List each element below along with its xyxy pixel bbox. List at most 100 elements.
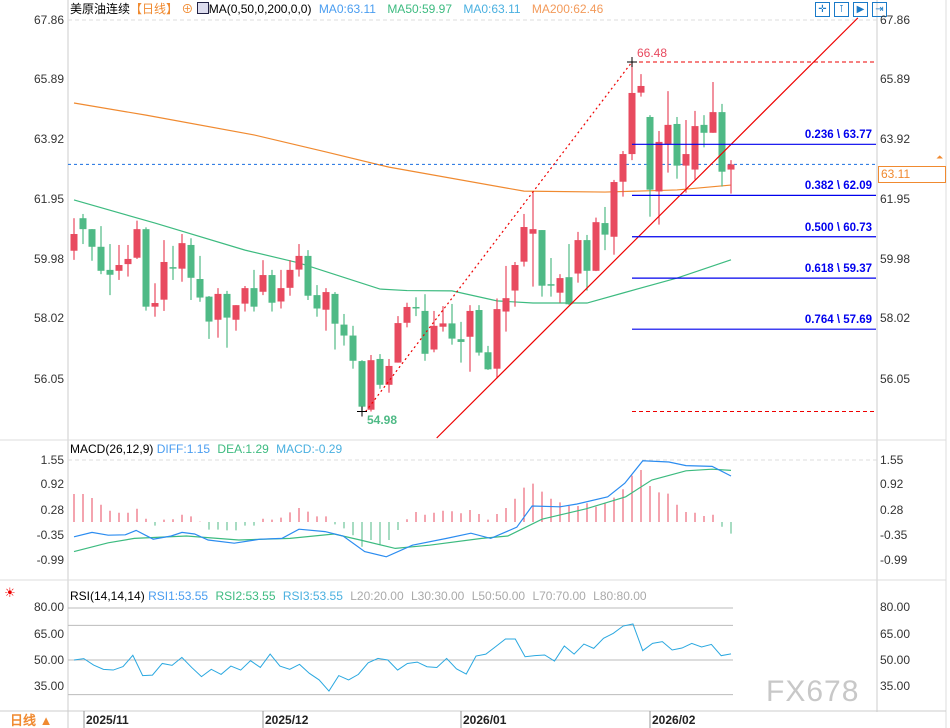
candle-up <box>709 112 717 133</box>
ma50-line <box>73 199 732 304</box>
price-axis-label-right: 67.86 <box>880 13 911 27</box>
candle-down <box>358 361 366 407</box>
rsi-title[interactable]: RSI(14,14,14) <box>70 589 145 603</box>
candle-up <box>574 240 582 274</box>
rsi-axis-label-right: 50.00 <box>880 653 911 667</box>
candle-up <box>70 234 78 251</box>
move-right-icon[interactable]: ⇥ <box>872 2 887 17</box>
candle-down <box>457 339 465 342</box>
candle-down <box>583 240 591 271</box>
crosshair-icon[interactable]: ✛ <box>815 2 830 17</box>
indicator-icon[interactable] <box>196 2 209 14</box>
rsi1-value: RSI1:53.55 <box>148 589 209 603</box>
candle-down <box>547 284 555 286</box>
macd-axis-label-right: 0.28 <box>880 503 904 517</box>
ma200-line <box>73 102 732 193</box>
rsi-l20: L20:20.00 <box>350 589 404 603</box>
macd-axis-label-left: -0.99 <box>36 553 64 567</box>
candle-up <box>367 360 375 410</box>
candle-up <box>556 278 564 293</box>
candle-up <box>259 275 267 292</box>
fib-level-label: 0.236 \ 63.77 <box>804 129 872 142</box>
rsi-axis-label-left: 65.00 <box>33 627 64 641</box>
price-alert-icon[interactable]: ⏶ <box>936 152 944 162</box>
macd-title[interactable]: MACD(26,12,9) <box>70 442 154 456</box>
rsi-axis-label-left: 50.00 <box>33 653 64 667</box>
price-axis-label-left: 65.89 <box>33 72 64 86</box>
ma-indicator[interactable]: MA(0,50,0,200,0,0) <box>208 2 312 16</box>
price-axis-label-left: 59.98 <box>33 252 64 266</box>
macd-diff: DIFF:1.15 <box>156 442 211 456</box>
candle-down <box>646 116 654 190</box>
price-axis-label-right: 58.02 <box>880 311 911 325</box>
ma200-value: MA200:62.46 <box>531 2 604 16</box>
candle-down <box>412 306 420 309</box>
candle-up <box>439 323 447 327</box>
settings-icon[interactable]: ⊕ <box>181 2 194 16</box>
candle-up <box>466 310 474 337</box>
candle-down <box>142 229 150 307</box>
candle-down <box>79 218 87 230</box>
rsi-axis-label-left: 35.00 <box>33 679 64 693</box>
rsi2-value: RSI2:53.55 <box>215 589 276 603</box>
rsi-settings-icon[interactable]: ☀ <box>4 585 16 600</box>
watermark-logo: FX678 <box>766 675 860 708</box>
candle-down <box>376 358 384 385</box>
candle-down <box>421 310 429 354</box>
candle-down <box>196 279 204 298</box>
candle-down <box>340 324 348 336</box>
fib-level-label: 0.500 \ 60.73 <box>804 221 872 234</box>
price-axis-label-left: 63.92 <box>33 132 64 146</box>
rsi-l80: L80:80.00 <box>593 589 647 603</box>
zoom-in-icon[interactable]: ⊺ <box>834 2 849 17</box>
candle-up <box>214 293 222 320</box>
period-toggle-button[interactable]: 日线 ▲ <box>10 713 53 728</box>
candle-up <box>628 92 636 155</box>
candle-down <box>538 230 546 286</box>
candle-down <box>223 293 231 318</box>
low-price-label: 54.98 <box>367 413 398 427</box>
candle-up <box>610 182 618 237</box>
candle-up <box>430 325 438 350</box>
candle-up <box>592 222 600 271</box>
symbol-name: 美原油连续 <box>70 2 131 16</box>
candle-down <box>718 112 726 172</box>
date-label: 2026/02 <box>652 713 696 727</box>
price-axis-label-right: 63.92 <box>880 132 911 146</box>
macd-dea: DEA:1.29 <box>217 442 269 456</box>
period-label[interactable]: 【日线】 <box>130 2 179 16</box>
rsi-l70: L70:70.00 <box>532 589 586 603</box>
candle-down <box>313 295 321 309</box>
chart-legend: 美原油连续【日线】 ⊕ MA(0,50,0,200,0,0) MA0:63.11… <box>70 2 603 16</box>
rsi-axis-label-right: 80.00 <box>880 600 911 614</box>
candle-up <box>178 243 186 269</box>
macd-value: MACD:-0.29 <box>276 442 343 456</box>
macd-axis-label-left: -0.35 <box>36 528 64 542</box>
candle-up <box>691 126 699 170</box>
candle-up <box>520 227 528 262</box>
fib-level-label: 0.764 \ 57.69 <box>804 314 872 327</box>
high-price-label: 66.48 <box>637 46 668 60</box>
candle-down <box>304 255 312 296</box>
ma0-value: MA0:63.11 <box>318 2 376 16</box>
rsi-l50: L50:50.00 <box>471 589 526 603</box>
candle-up <box>286 269 294 288</box>
play-icon[interactable]: ▶ <box>853 2 868 17</box>
candle-down <box>187 244 195 278</box>
candle-up <box>115 265 123 271</box>
candle-up <box>403 306 411 323</box>
candle-down <box>700 124 708 133</box>
date-label: 2026/01 <box>463 713 507 727</box>
candle-up <box>682 154 690 166</box>
candle-down <box>448 323 456 339</box>
candle-down <box>331 293 339 324</box>
price-axis-label-right: 56.05 <box>880 372 911 386</box>
rsi-legend: RSI(14,14,14) RSI1:53.55 RSI2:53.55 RSI3… <box>70 589 647 603</box>
rsi-axis-label-right: 35.00 <box>880 679 911 693</box>
price-axis-label-left: 61.95 <box>33 192 64 206</box>
candle-up <box>124 258 132 265</box>
price-axis-label-right: 65.89 <box>880 72 911 86</box>
macd-axis-label-left: 1.55 <box>40 453 64 467</box>
fib-level-label: 0.382 \ 62.09 <box>804 180 872 193</box>
